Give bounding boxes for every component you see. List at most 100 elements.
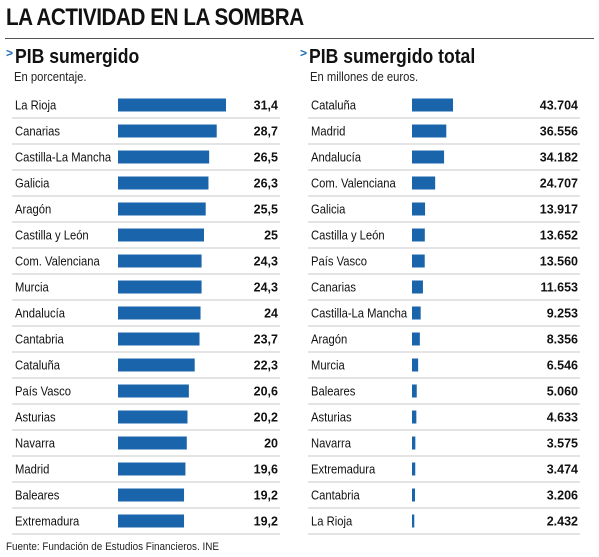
bar-cataluna <box>412 98 453 112</box>
value-label-aragon: 25,5 <box>254 203 278 217</box>
bar-canarias <box>412 280 423 294</box>
bar-andalucia <box>118 306 201 320</box>
category-label-castilla-la-mancha: Castilla-La Mancha <box>311 306 408 321</box>
left-panel-subtitle: En porcentaje. <box>14 70 87 84</box>
value-label-canarias: 28,7 <box>254 125 278 139</box>
category-label-baleares: Baleares <box>311 384 355 399</box>
bar-galicia <box>412 202 426 216</box>
left-panel-title: PIB sumergido <box>15 46 140 68</box>
category-label-cataluna: Cataluña <box>311 98 356 113</box>
category-label-pais-vasco: País Vasco <box>15 384 71 399</box>
bar-navarra <box>118 436 187 450</box>
value-label-murcia: 6.546 <box>547 359 578 373</box>
bar-cantabria <box>412 488 416 502</box>
value-label-andalucia: 24 <box>264 307 278 321</box>
value-label-cataluna: 22,3 <box>254 359 278 373</box>
value-label-andalucia: 34.182 <box>540 151 578 165</box>
value-label-cantabria: 23,7 <box>254 333 278 347</box>
category-label-canarias: Canarias <box>15 124 60 139</box>
bar-castilla-y-leon <box>118 228 204 242</box>
value-label-baleares: 19,2 <box>254 489 278 503</box>
category-label-baleares: Baleares <box>15 488 59 503</box>
value-label-murcia: 24,3 <box>254 281 278 295</box>
chevron-right-icon: > <box>300 46 308 60</box>
value-label-com-valenciana: 24.707 <box>540 177 578 191</box>
bar-aragon <box>118 202 206 216</box>
category-label-andalucia: Andalucía <box>15 306 65 321</box>
value-label-madrid: 19,6 <box>254 463 278 477</box>
bar-pais-vasco <box>118 384 189 398</box>
value-label-navarra: 3.575 <box>547 437 578 451</box>
category-label-la-rioja: La Rioja <box>311 514 353 529</box>
category-label-navarra: Navarra <box>311 436 351 451</box>
category-label-galicia: Galicia <box>311 202 346 217</box>
category-label-com-valenciana: Com. Valenciana <box>311 176 396 191</box>
bar-navarra <box>412 436 416 450</box>
value-label-madrid: 36.556 <box>540 125 578 139</box>
value-label-castilla-la-mancha: 26,5 <box>254 151 278 165</box>
category-label-castilla-la-mancha: Castilla-La Mancha <box>15 150 112 165</box>
category-label-extremadura: Extremadura <box>15 514 80 529</box>
value-label-cataluna: 43.704 <box>540 99 578 113</box>
bar-extremadura <box>412 462 416 476</box>
bar-castilla-la-mancha <box>118 150 210 164</box>
bar-baleares <box>412 384 417 398</box>
source-note: Fuente: Fundación de Estudios Financiero… <box>6 541 219 553</box>
title-rule <box>5 38 594 39</box>
value-label-pais-vasco: 13.560 <box>540 255 578 269</box>
bar-asturias <box>118 410 188 424</box>
right-panel-subtitle: En millones de euros. <box>310 70 419 84</box>
category-label-canarias: Canarias <box>311 280 356 295</box>
category-label-cataluna: Cataluña <box>15 358 60 373</box>
category-label-cantabria: Cantabria <box>311 488 360 503</box>
category-label-extremadura: Extremadura <box>311 462 376 477</box>
bar-andalucia <box>412 150 445 164</box>
category-label-aragon: Aragón <box>15 202 51 217</box>
value-label-aragon: 8.356 <box>547 333 578 347</box>
right-panel-header: > PIB sumergido total <box>300 46 498 69</box>
category-label-castilla-y-leon: Castilla y León <box>15 228 89 243</box>
category-label-murcia: Murcia <box>311 358 345 373</box>
bar-com-valenciana <box>412 176 436 190</box>
category-label-madrid: Madrid <box>15 462 49 477</box>
value-label-castilla-y-leon: 25 <box>264 229 278 243</box>
value-label-galicia: 26,3 <box>254 177 278 191</box>
category-label-la-rioja: La Rioja <box>15 98 57 113</box>
bar-cantabria <box>118 332 200 346</box>
bar-baleares <box>118 488 185 502</box>
main-title: LA ACTIVIDAD EN LA SOMBRA <box>6 4 304 31</box>
value-label-la-rioja: 2.432 <box>547 515 578 529</box>
category-label-cantabria: Cantabria <box>15 332 64 347</box>
category-label-pais-vasco: País Vasco <box>311 254 367 269</box>
category-label-murcia: Murcia <box>15 280 49 295</box>
bar-madrid <box>412 124 447 138</box>
bar-la-rioja <box>118 98 226 112</box>
value-label-asturias: 4.633 <box>547 411 578 425</box>
value-label-la-rioja: 31,4 <box>254 99 278 113</box>
category-label-navarra: Navarra <box>15 436 55 451</box>
category-label-andalucia: Andalucía <box>311 150 361 165</box>
bar-la-rioja <box>412 514 415 528</box>
bar-extremadura <box>118 514 185 528</box>
value-label-navarra: 20 <box>264 437 278 451</box>
value-label-castilla-la-mancha: 9.253 <box>547 307 578 321</box>
right-panel-title: PIB sumergido total <box>309 46 476 68</box>
value-label-asturias: 20,2 <box>254 411 278 425</box>
category-label-castilla-y-leon: Castilla y León <box>311 228 385 243</box>
category-label-galicia: Galicia <box>15 176 50 191</box>
left-panel-header: > PIB sumergido <box>6 46 156 69</box>
bar-pais-vasco <box>412 254 425 268</box>
value-label-canarias: 11.653 <box>540 281 578 295</box>
value-label-pais-vasco: 20,6 <box>254 385 278 399</box>
value-label-com-valenciana: 24,3 <box>254 255 278 269</box>
bar-galicia <box>118 176 209 190</box>
bar-canarias <box>118 124 217 138</box>
value-label-galicia: 13.917 <box>540 203 578 217</box>
bar-castilla-y-leon <box>412 228 425 242</box>
bar-aragon <box>412 332 420 346</box>
category-label-aragon: Aragón <box>311 332 347 347</box>
bar-murcia <box>412 358 419 372</box>
category-label-com-valenciana: Com. Valenciana <box>15 254 100 269</box>
bar-madrid <box>118 462 186 476</box>
